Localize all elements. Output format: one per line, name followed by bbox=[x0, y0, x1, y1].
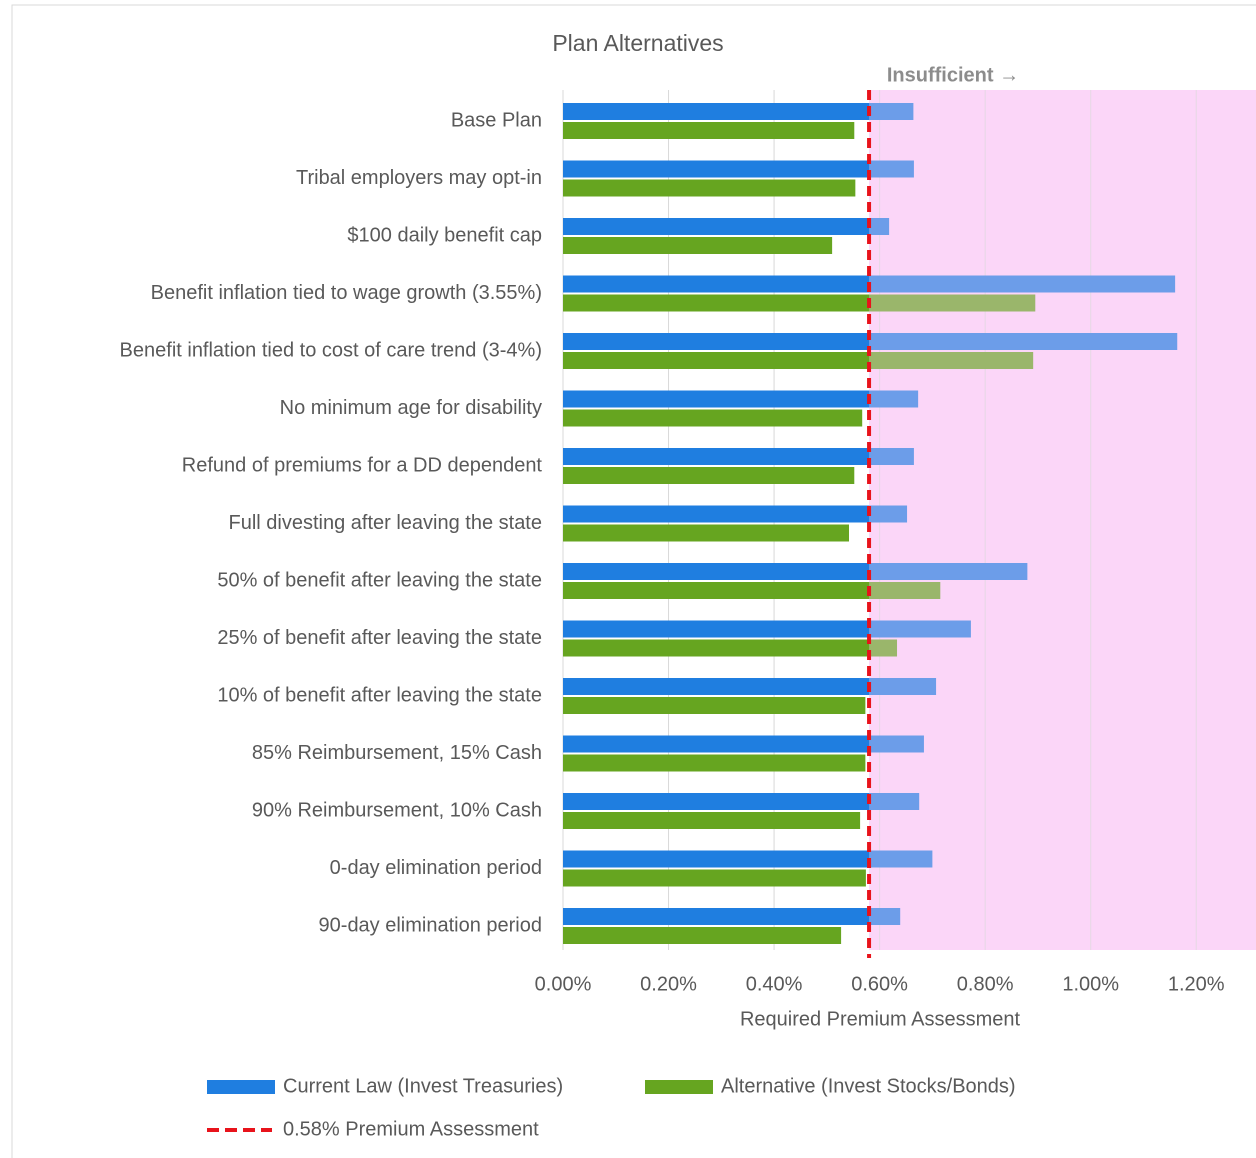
bar bbox=[563, 390, 919, 408]
y-tick-label: 50% of benefit after leaving the state bbox=[217, 569, 542, 591]
bar bbox=[563, 218, 890, 235]
bar bbox=[563, 524, 850, 542]
y-tick-label: Benefit inflation tied to cost of care t… bbox=[120, 339, 542, 361]
insufficient-region bbox=[869, 90, 1256, 950]
bar bbox=[563, 448, 914, 465]
bar bbox=[563, 409, 863, 427]
bar bbox=[563, 639, 898, 657]
x-tick-label: 1.00% bbox=[1062, 973, 1119, 995]
legend-swatch bbox=[645, 1080, 713, 1094]
bar bbox=[563, 352, 1034, 369]
legend-label: Alternative (Invest Stocks/Bonds) bbox=[721, 1075, 1016, 1097]
bar bbox=[563, 505, 908, 523]
chart-title: Plan Alternatives bbox=[552, 30, 723, 56]
bar bbox=[563, 793, 920, 810]
bar bbox=[563, 812, 861, 829]
bar bbox=[563, 754, 866, 772]
y-tick-label: 85% Reimbursement, 15% Cash bbox=[252, 742, 542, 764]
x-tick-label: 0.80% bbox=[957, 973, 1014, 995]
bar bbox=[563, 179, 856, 197]
bar bbox=[563, 869, 866, 887]
bar bbox=[563, 333, 1178, 350]
y-tick-label: $100 daily benefit cap bbox=[347, 224, 542, 246]
y-tick-label: No minimum age for disability bbox=[280, 397, 542, 419]
bar bbox=[563, 908, 901, 925]
legend-label: Current Law (Invest Treasuries) bbox=[283, 1075, 563, 1097]
legend-swatch bbox=[207, 1080, 275, 1094]
bar bbox=[563, 237, 833, 254]
bar bbox=[563, 294, 1036, 312]
y-tick-label: 90-day elimination period bbox=[319, 914, 542, 936]
x-tick-label: 0.40% bbox=[746, 973, 803, 995]
x-tick-label: 0.60% bbox=[851, 973, 908, 995]
bar bbox=[563, 927, 842, 944]
bar bbox=[563, 563, 1028, 580]
bar bbox=[563, 122, 855, 139]
bar bbox=[563, 103, 914, 120]
x-tick-label: 0.20% bbox=[640, 973, 697, 995]
bar bbox=[563, 850, 933, 868]
y-tick-label: Benefit inflation tied to wage growth (3… bbox=[151, 282, 542, 304]
insufficient-overlay bbox=[869, 90, 1256, 950]
x-tick-label: 0.00% bbox=[535, 973, 592, 995]
x-axis-title: Required Premium Assessment bbox=[740, 1008, 1021, 1030]
y-tick-label: Base Plan bbox=[451, 109, 542, 131]
bar bbox=[563, 160, 914, 178]
legend-label: 0.58% Premium Assessment bbox=[283, 1118, 539, 1140]
x-tick-label: 1.20% bbox=[1168, 973, 1225, 995]
y-tick-label: 10% of benefit after leaving the state bbox=[217, 684, 542, 706]
y-tick-label: 90% Reimbursement, 10% Cash bbox=[252, 799, 542, 821]
bar bbox=[563, 697, 866, 714]
annotation: Insufficient → bbox=[887, 64, 1019, 86]
bar bbox=[563, 735, 924, 753]
y-tick-label: Full divesting after leaving the state bbox=[228, 512, 542, 534]
bar bbox=[563, 678, 937, 695]
bar bbox=[563, 582, 941, 599]
y-tick-label: Refund of premiums for a DD dependent bbox=[182, 454, 543, 476]
y-tick-label: Tribal employers may opt-in bbox=[296, 167, 542, 189]
y-tick-label: 0-day elimination period bbox=[330, 857, 542, 879]
y-tick-label: 25% of benefit after leaving the state bbox=[217, 627, 542, 649]
bar bbox=[563, 467, 855, 484]
